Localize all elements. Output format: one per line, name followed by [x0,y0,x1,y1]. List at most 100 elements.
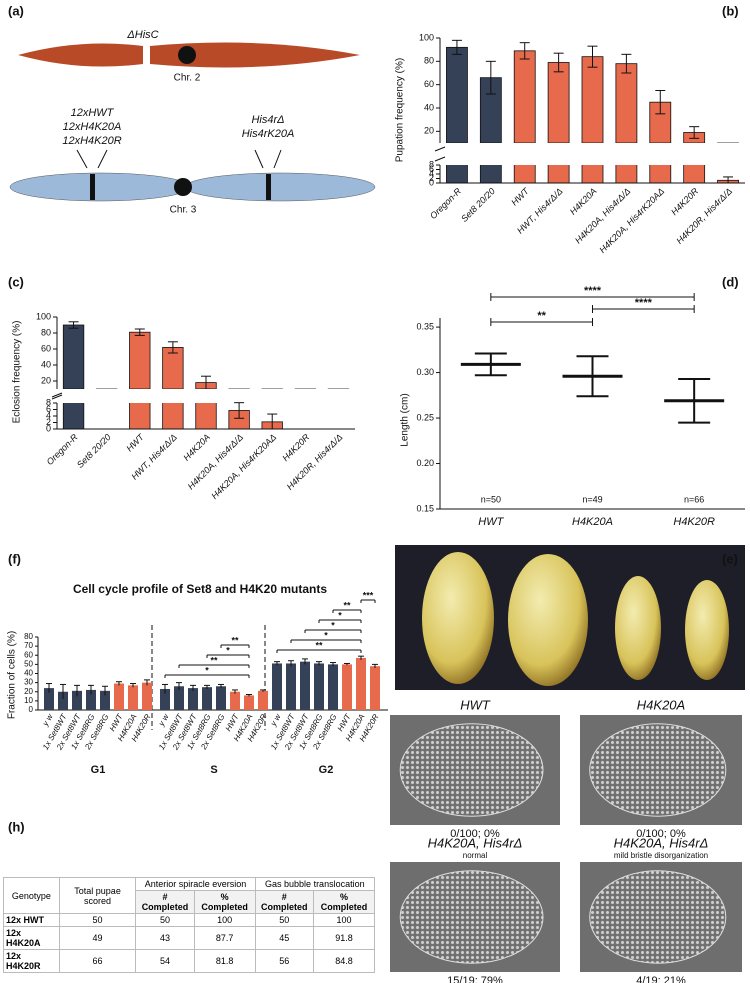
insert-label: 12xHWT [71,107,115,119]
bar [129,331,151,389]
y-tick-label: 2 [429,173,434,183]
table-row: 12x H4K20R 66 54 81.8 56 84.8 [3,949,376,973]
y-tick-label: 0 [29,705,34,714]
bar [228,388,250,389]
y-axis-title: Eclosion frequency (%) [12,321,23,424]
bar [581,56,604,143]
bar [446,46,468,143]
y-tick-label: 40 [41,359,51,369]
bar [44,688,54,710]
x-tick-label: H4K20A, His4rK20AΔ [597,186,666,255]
panel-label: (a) [8,3,24,18]
y-tick-label: 0.30 [416,367,434,377]
table-row: 12x H4K20A 49 43 87.7 45 91.8 [3,926,376,950]
table-cell: 100 [312,913,376,927]
bar [547,165,570,183]
x-tick-label: Oregon-R [428,186,463,221]
error-bar [267,393,277,397]
group-label: G2 [319,764,334,776]
error-bar [485,60,496,95]
sig-label: * [205,665,209,675]
eye-caption: 0/100; 0% [450,828,500,840]
n-label: n=50 [481,494,501,504]
y-tick-label: 0 [429,177,434,187]
chr3-centromere [174,178,192,196]
bar [314,663,324,710]
bar [294,388,316,389]
y-tick-label: 6 [429,164,434,174]
panel-label: (c) [8,274,24,289]
axis-break [51,392,63,398]
y-tick-label: 80 [24,632,33,641]
bar [513,50,536,143]
error-bar [587,45,598,68]
bar [160,689,170,710]
bar [230,691,240,710]
phenotype-note: normal [463,851,488,860]
error-bar [486,3,496,66]
table-cell: 12x H4K20R [3,949,60,973]
y-tick-label: 80 [424,56,434,66]
chr3-label: Chr. 3 [170,205,197,216]
error-bar [519,42,530,60]
error-bar [234,391,244,395]
error-bar [234,402,245,419]
pupa [615,576,661,680]
insert-label: 12xH4K20A [63,121,122,133]
error-bar [621,0,631,26]
genotype-label: H4K20A [637,697,685,712]
y-axis-title: Pupation frequency (%) [395,58,406,163]
error-bar [723,152,733,156]
table-cell: 43 [135,926,195,950]
bar [717,142,739,143]
panel-label: (f) [8,551,21,566]
bar [258,690,268,710]
sig-label: **** [635,297,653,309]
table-cell: 84.8 [312,949,376,973]
table-cell: 49 [58,926,137,950]
eye [589,870,727,964]
panel-label: (h) [8,819,25,834]
pupa [508,554,588,686]
y-tick-label: 0 [46,423,51,433]
y-tick-label: 20 [24,687,33,696]
bar [174,686,184,710]
table-row: # Completed% Completed # Completed% Compl… [4,890,376,914]
y-tick-label: 60 [424,79,434,89]
chr2-right-arm [150,42,360,68]
eye [399,723,544,817]
bar [62,403,85,429]
sig-label: **** [584,285,602,297]
x-tick-label: H4K20A [572,516,613,528]
error-bar [554,0,564,23]
bar [86,689,96,710]
table-cell: 50 [254,913,314,927]
bar [286,663,296,710]
axis-break [51,394,63,400]
x-tick-label: Set8 20/20 [75,432,113,470]
y-tick-label: 60 [41,343,51,353]
chromosome-diagram: ΔHisC Chr. 2 Chr. 3 [9,29,376,216]
table-cell: % Completed [193,890,256,914]
bar [615,63,638,143]
bar [188,688,198,710]
table-cell: 50 [135,913,195,927]
group-label: G1 [91,764,106,776]
y-tick-label: 40 [24,669,33,678]
bar [162,403,184,429]
y-tick-label: 80 [41,327,51,337]
table-cell: 12x HWT [3,913,60,927]
table-cell: % Completed [312,890,376,914]
bar [202,687,212,710]
y-tick-label: 10 [24,696,33,705]
pointer [254,149,264,169]
bar [370,666,380,710]
x-tick-label: H4K20A [568,186,599,217]
y-tick-label: 100 [36,311,51,321]
bar [62,324,85,389]
x-tick-label: H4K20R [669,186,700,217]
y-tick-label: 70 [24,641,33,650]
y-tick-label: 8 [429,159,434,169]
y-tick-label: 100 [419,32,434,42]
